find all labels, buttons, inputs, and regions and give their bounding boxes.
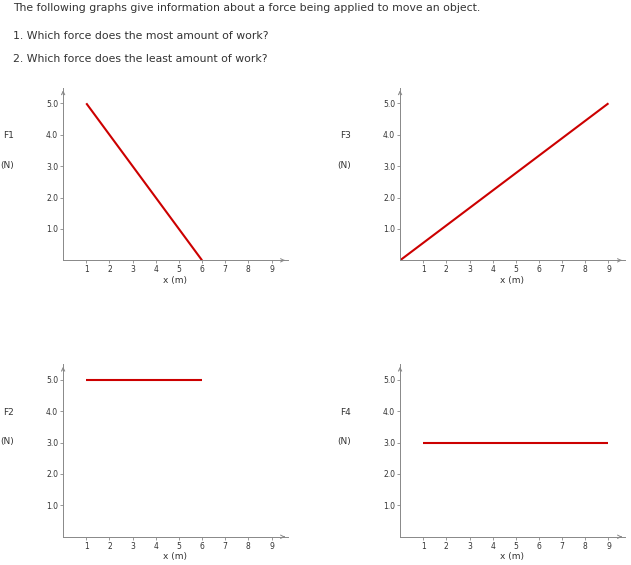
Text: F3: F3: [339, 132, 351, 141]
Text: (N): (N): [337, 161, 351, 170]
Text: (N): (N): [337, 437, 351, 446]
Text: (N): (N): [0, 161, 14, 170]
X-axis label: x (m): x (m): [500, 552, 524, 561]
X-axis label: x (m): x (m): [163, 276, 187, 285]
Text: 2. Which force does the least amount of work?: 2. Which force does the least amount of …: [13, 54, 267, 64]
Text: F4: F4: [340, 408, 351, 417]
Text: F2: F2: [3, 408, 14, 417]
X-axis label: x (m): x (m): [500, 276, 524, 285]
Text: F1: F1: [3, 132, 14, 141]
Text: The following graphs give information about a force being applied to move an obj: The following graphs give information ab…: [13, 3, 480, 13]
Text: (N): (N): [0, 437, 14, 446]
X-axis label: x (m): x (m): [163, 552, 187, 561]
Text: 1. Which force does the most amount of work?: 1. Which force does the most amount of w…: [13, 31, 268, 41]
